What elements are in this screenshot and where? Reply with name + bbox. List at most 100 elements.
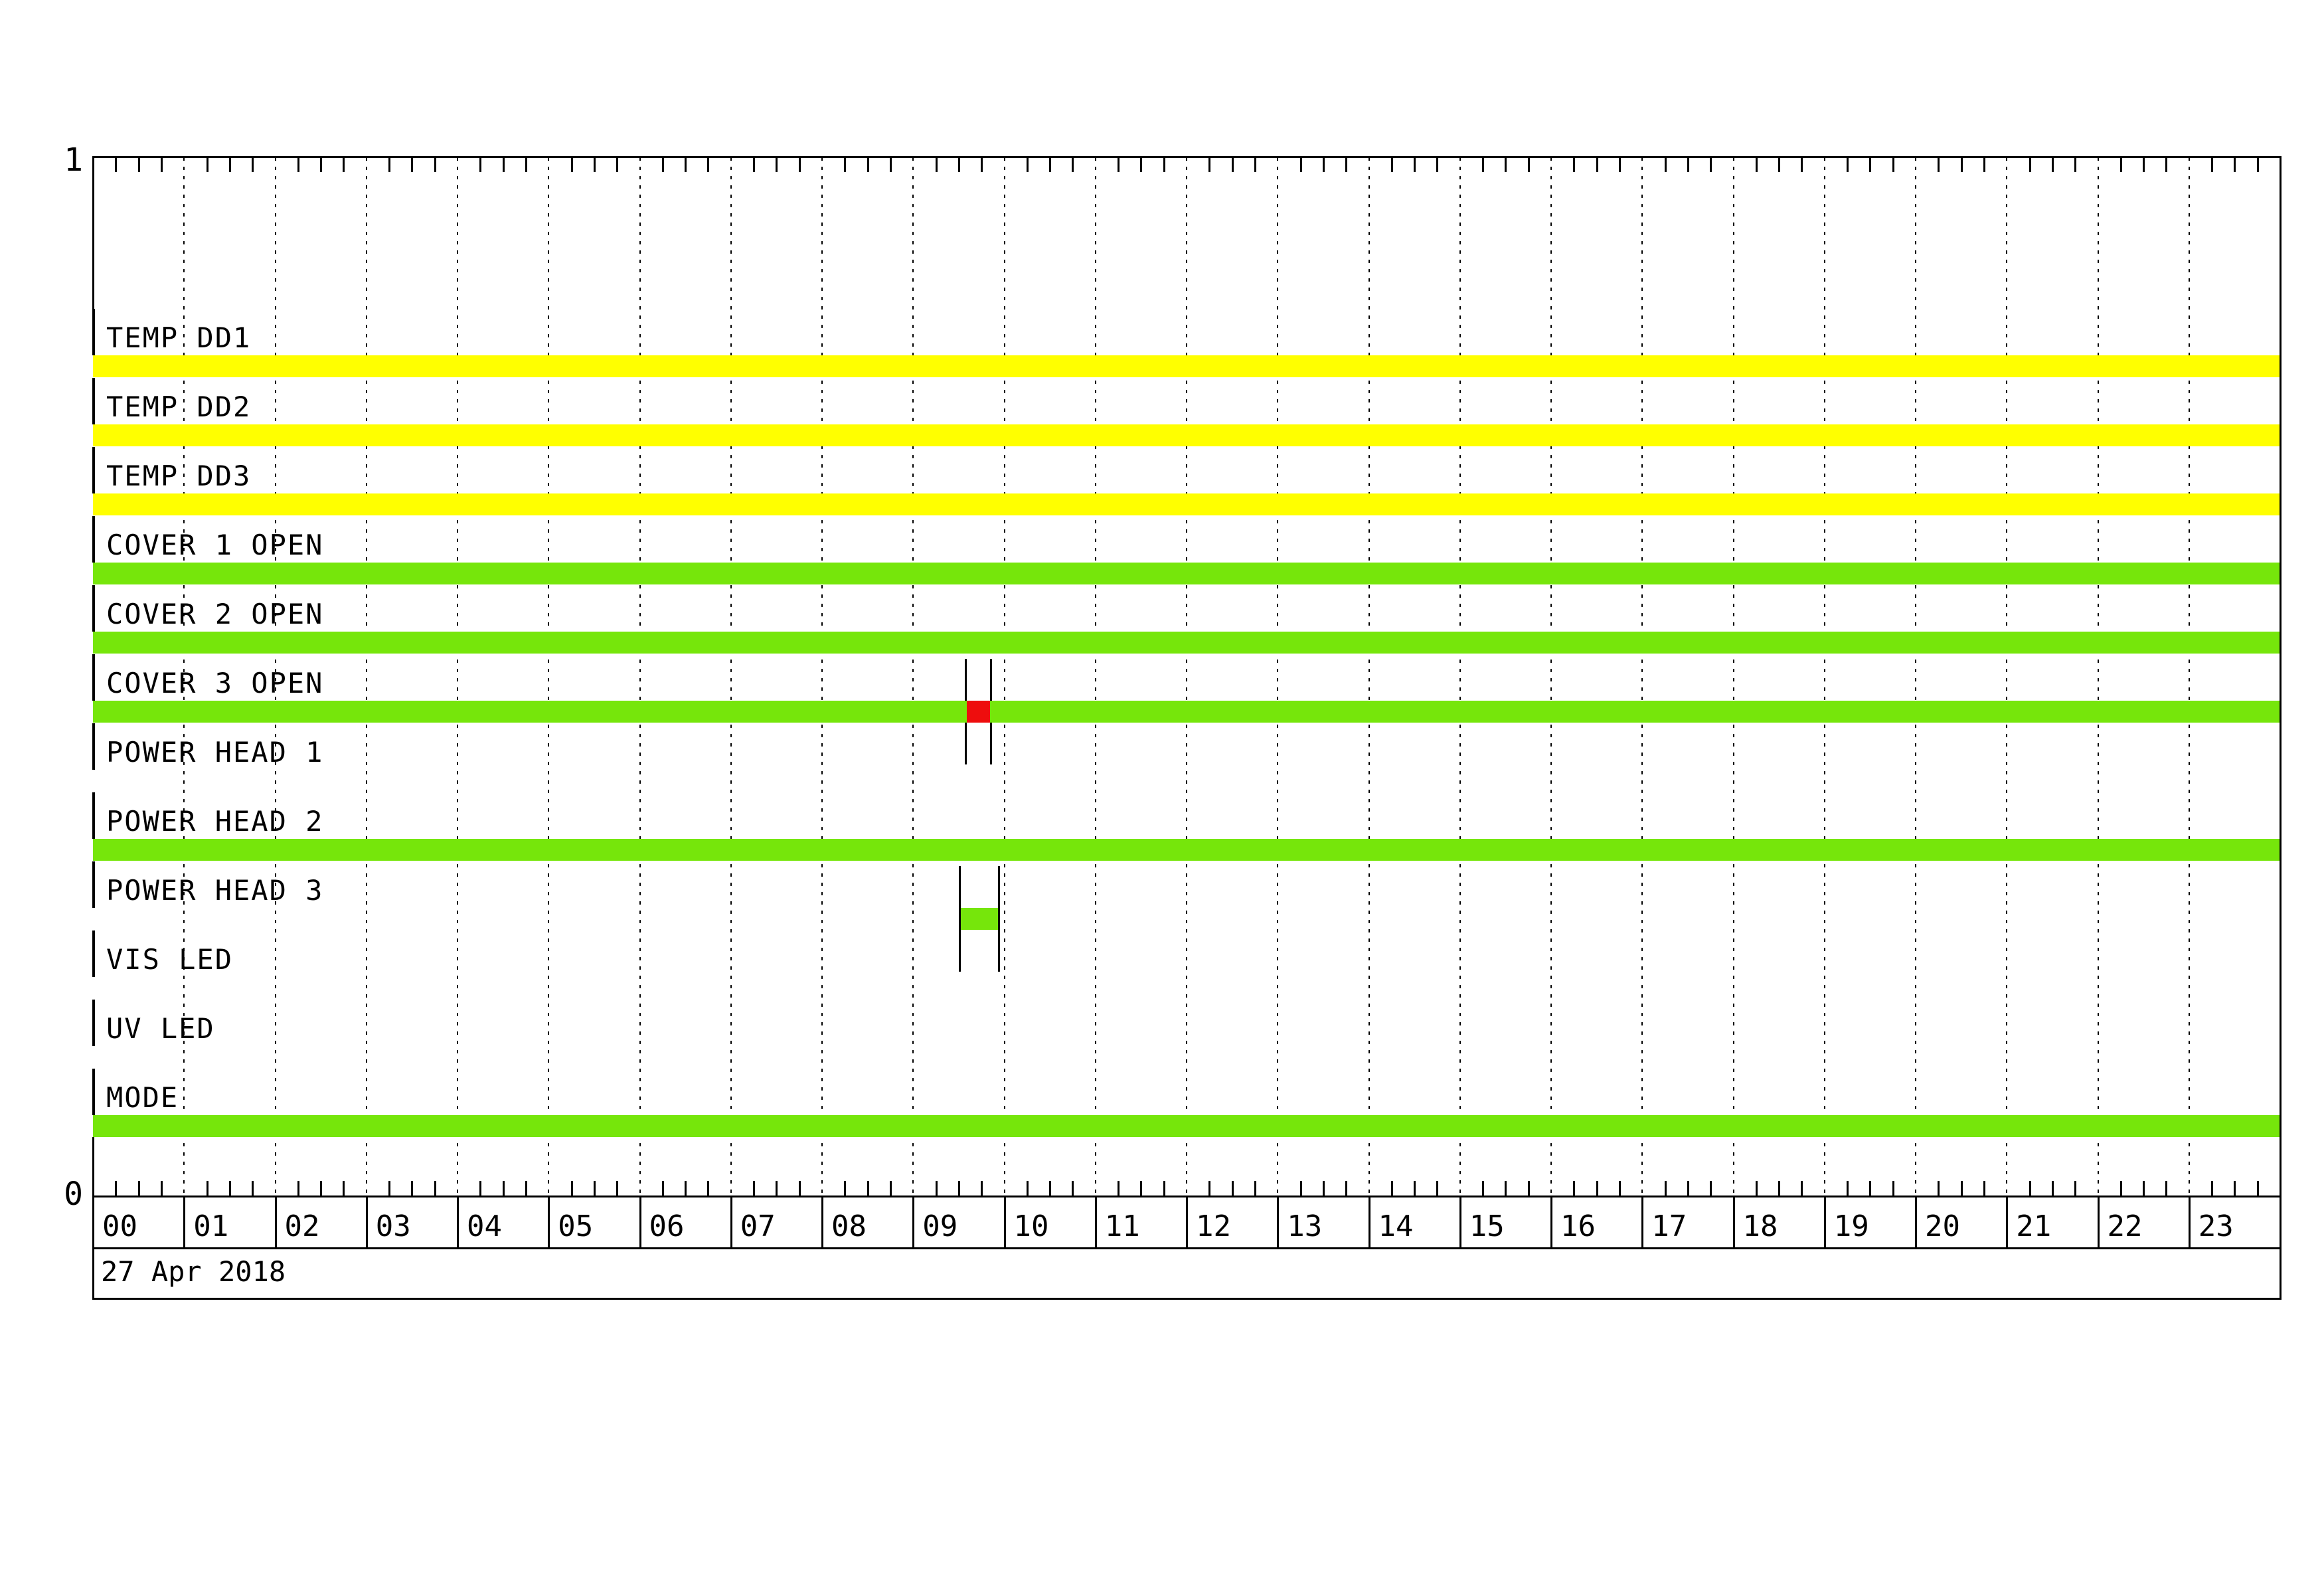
quarter-tick-top: [867, 157, 869, 172]
quarter-tick-bottom: [2119, 1181, 2122, 1196]
quarter-tick-bottom: [2029, 1181, 2031, 1196]
quarter-tick-bottom: [115, 1181, 118, 1196]
quarter-tick-top: [1208, 157, 1211, 172]
quarter-tick-bottom: [479, 1181, 482, 1196]
quarter-tick-top: [2234, 157, 2236, 172]
hour-gridline: [365, 157, 367, 1196]
quarter-tick-top: [1710, 157, 1712, 172]
hour-cell-label: 03: [375, 1209, 411, 1243]
quarter-tick-bottom: [1960, 1181, 1963, 1196]
hour-cell-label: 12: [1196, 1209, 1231, 1243]
quarter-tick-top: [1892, 157, 1894, 172]
quarter-tick-bottom: [753, 1181, 756, 1196]
quarter-tick-top: [1322, 157, 1325, 172]
quarter-tick-top: [1664, 157, 1667, 172]
quarter-tick-bottom: [2051, 1181, 2054, 1196]
state-bar-segment: [93, 701, 2280, 723]
quarter-tick-bottom: [1140, 1181, 1143, 1196]
quarter-tick-top: [1869, 157, 1872, 172]
quarter-tick-top: [889, 157, 892, 172]
quarter-tick-bottom: [2143, 1181, 2145, 1196]
quarter-tick-top: [776, 157, 778, 172]
quarter-tick-bottom: [228, 1181, 231, 1196]
hour-cell-divider: [183, 1196, 186, 1247]
quarter-tick-bottom: [1527, 1181, 1530, 1196]
quarter-tick-bottom: [661, 1181, 664, 1196]
quarter-tick-bottom: [411, 1181, 414, 1196]
quarter-tick-bottom: [297, 1181, 299, 1196]
quarter-tick-bottom: [844, 1181, 847, 1196]
date-label: 27 Apr 2018: [101, 1255, 286, 1288]
quarter-tick-top: [957, 157, 960, 172]
quarter-tick-bottom: [798, 1181, 801, 1196]
quarter-tick-bottom: [1938, 1181, 1940, 1196]
hour-cell-label: 16: [1560, 1209, 1596, 1243]
quarter-tick-top: [1026, 157, 1029, 172]
hour-cell-divider: [1277, 1196, 1280, 1247]
quarter-tick-bottom: [1801, 1181, 1803, 1196]
quarter-tick-top: [935, 157, 938, 172]
date-row-right-line: [2280, 1247, 2282, 1298]
hour-gridline: [1915, 157, 1916, 1196]
quarter-tick-bottom: [707, 1181, 710, 1196]
quarter-tick-top: [616, 157, 619, 172]
state-bar-segment: [960, 908, 998, 930]
hour-cell-divider: [1823, 1196, 1826, 1247]
quarter-tick-top: [1505, 157, 1507, 172]
quarter-tick-bottom: [570, 1181, 573, 1196]
quarter-tick-top: [1755, 157, 1758, 172]
hour-cell-divider: [912, 1196, 915, 1247]
hour-cell-label: 05: [558, 1209, 594, 1243]
quarter-tick-bottom: [1664, 1181, 1667, 1196]
hour-gridline: [1186, 157, 1187, 1196]
state-bar-segment: [93, 424, 2280, 446]
quarter-tick-bottom: [525, 1181, 527, 1196]
quarter-tick-top: [320, 157, 323, 172]
quarter-tick-bottom: [1847, 1181, 1849, 1196]
quarter-tick-bottom: [1618, 1181, 1621, 1196]
hour-gridline: [821, 157, 823, 1196]
quarter-tick-top: [411, 157, 414, 172]
state-bar-segment: [93, 839, 2280, 861]
channel-label: POWER HEAD 2: [106, 805, 324, 838]
hour-cell-divider: [639, 1196, 641, 1247]
quarter-tick-bottom: [1254, 1181, 1256, 1196]
quarter-tick-bottom: [1345, 1181, 1348, 1196]
quarter-tick-bottom: [1755, 1181, 1758, 1196]
hour-cell-divider: [365, 1196, 368, 1247]
quarter-tick-bottom: [1596, 1181, 1598, 1196]
hour-cell-divider: [457, 1196, 459, 1247]
hour-cell-divider: [1368, 1196, 1370, 1247]
state-bar-segment: [93, 563, 2280, 584]
quarter-tick-bottom: [776, 1181, 778, 1196]
quarter-tick-bottom: [1687, 1181, 1689, 1196]
quarter-tick-top: [1345, 157, 1348, 172]
quarter-tick-bottom: [685, 1181, 687, 1196]
hour-cell-label: 20: [1925, 1209, 1960, 1243]
quarter-tick-top: [1163, 157, 1165, 172]
channel-axis-tick: [92, 516, 95, 563]
quarter-tick-top: [570, 157, 573, 172]
channel-label: POWER HEAD 1: [106, 736, 324, 768]
left-axis-upper-segment: [92, 157, 94, 309]
hour-cell-divider: [2006, 1196, 2009, 1247]
quarter-tick-top: [388, 157, 391, 172]
hour-cell-label: 13: [1287, 1209, 1323, 1243]
quarter-tick-top: [1072, 157, 1074, 172]
hour-gridline: [457, 157, 458, 1196]
quarter-tick-top: [1573, 157, 1576, 172]
channel-label: TEMP DD1: [106, 321, 252, 354]
hour-gridline: [1823, 157, 1825, 1196]
quarter-tick-bottom: [867, 1181, 869, 1196]
channel-label: POWER HEAD 3: [106, 874, 324, 907]
quarter-tick-top: [1118, 157, 1120, 172]
channel-label: COVER 2 OPEN: [106, 598, 324, 630]
hour-cell-divider: [1915, 1196, 1917, 1247]
state-bar-segment: [93, 355, 2280, 377]
state-bar-segment: [93, 493, 2280, 515]
quarter-tick-top: [2256, 157, 2259, 172]
hour-gridline: [548, 157, 550, 1196]
hour-gridline: [2188, 157, 2190, 1196]
